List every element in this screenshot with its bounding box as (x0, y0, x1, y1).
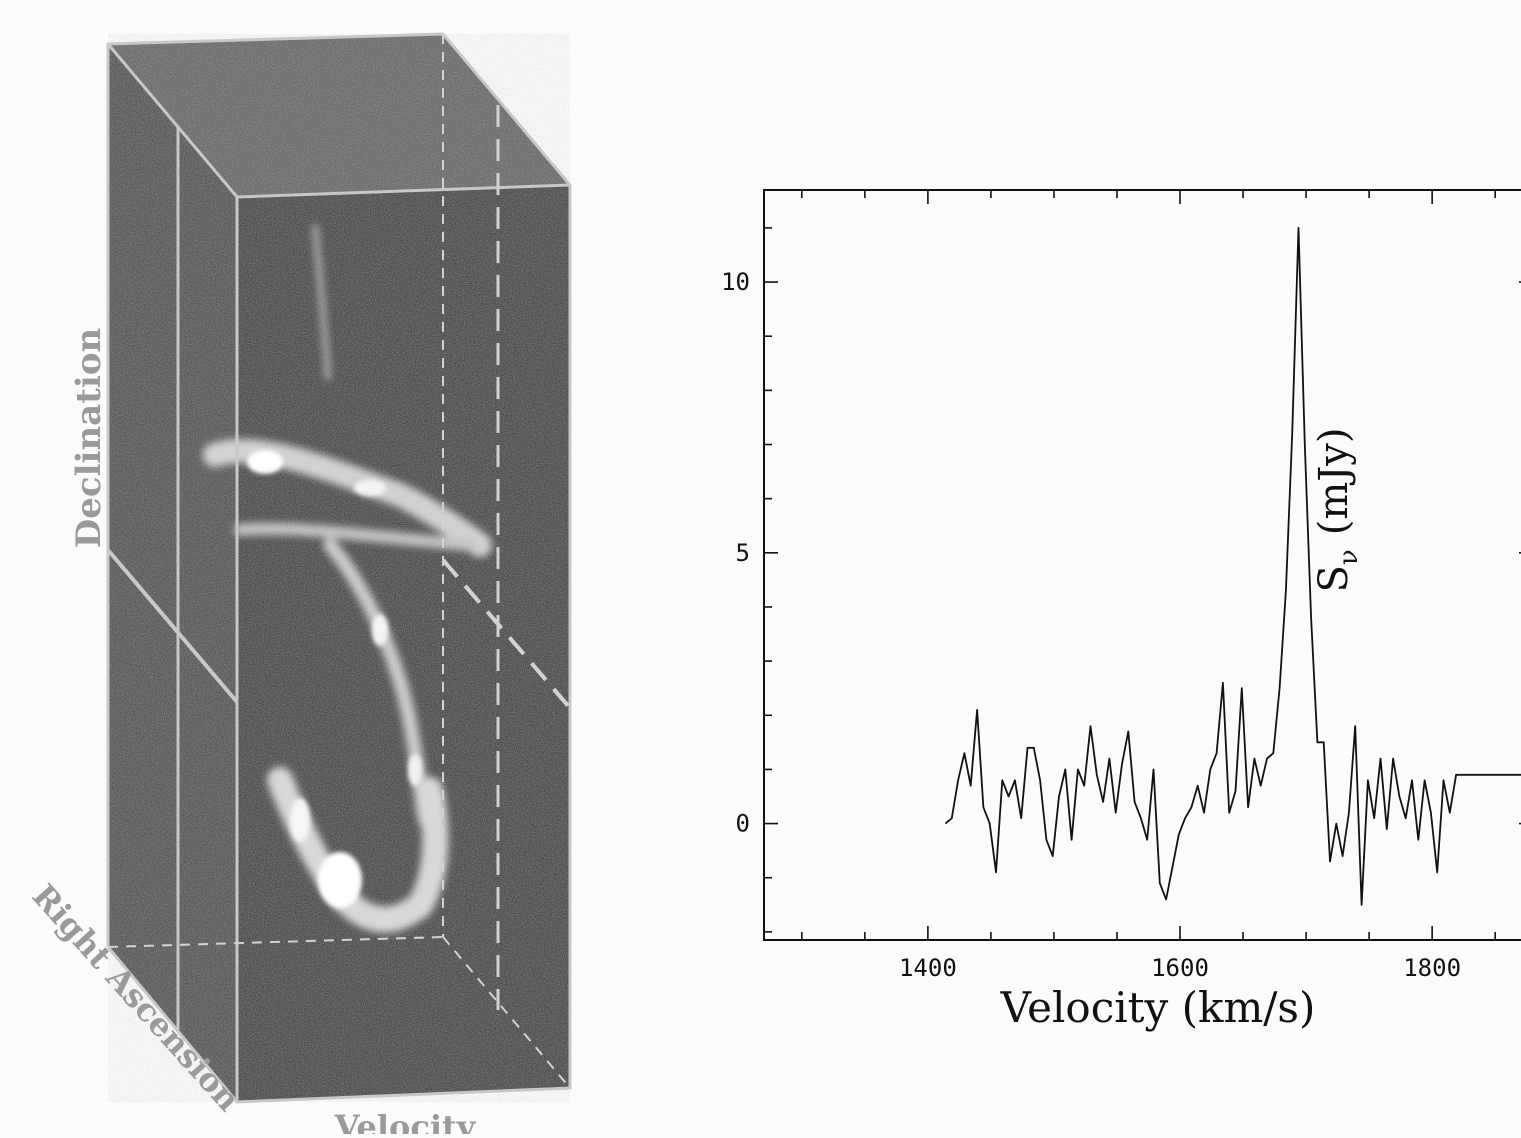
data-cube-panel: Declination Right Ascension Velocity (0, 0, 640, 1134)
y-tick-label: 0 (736, 810, 750, 838)
tick-labels: 1400 1600 1800 0 5 10 (721, 268, 1461, 982)
y-axis-label-symbol: S (1311, 565, 1357, 592)
velocity-label: Velocity (334, 1108, 477, 1134)
y-tick-label: 5 (736, 539, 750, 567)
plot-frame (764, 190, 1521, 940)
svg-text:Sν(mJy): Sν (mJy) (1311, 428, 1364, 593)
spectrum-series-line (946, 228, 1521, 905)
x-tick-label: 1600 (1151, 954, 1209, 982)
y-axis-label-subscript: ν (1334, 549, 1364, 565)
tick-marks (764, 190, 1521, 940)
spectrum-chart: 1400 1600 1800 0 5 10 Velocity (km/s) Sν (mJy) (640, 0, 1521, 1134)
y-axis-label-unit: (mJy) (1311, 428, 1357, 536)
declination-label: Declination (69, 328, 109, 548)
data-cube: Declination Right Ascension Velocity (0, 0, 640, 1134)
y-tick-label: 10 (721, 268, 750, 296)
x-tick-label: 1400 (899, 954, 957, 982)
x-axis-label: Velocity (km/s) (1000, 983, 1316, 1032)
spectrum-panel: 1400 1600 1800 0 5 10 Velocity (km/s) Sν (mJy) (640, 0, 1521, 1134)
y-axis-label: Sν (mJy) (1311, 428, 1364, 593)
x-tick-label: 1800 (1403, 954, 1461, 982)
